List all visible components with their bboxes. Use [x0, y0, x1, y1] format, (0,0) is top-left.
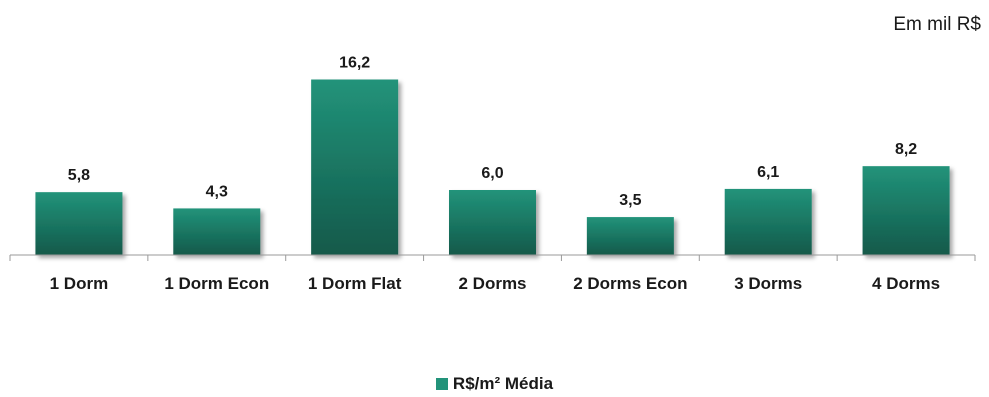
- x-tick-label: 2 Dorms: [458, 274, 526, 293]
- x-tick-label: 3 Dorms: [734, 274, 802, 293]
- data-label: 5,8: [68, 167, 90, 184]
- x-tick-label: 1 Dorm: [50, 274, 109, 293]
- bar: [586, 217, 674, 255]
- x-axis: 1 Dorm 1 Dorm Econ 1 Dorm Flat 2 Dorms 2 Dor…: [9, 254, 976, 293]
- x-tick-label: 1 Dorm Flat: [308, 274, 402, 293]
- unit-note: Em mil R$: [893, 14, 981, 35]
- legend-label: R$/m² Média: [452, 374, 554, 393]
- bars-group: 5,8 4,3 16,2 6,0 3,5 6,1 8,2: [35, 55, 950, 255]
- bar: [862, 166, 950, 255]
- data-label: 8,2: [895, 141, 917, 158]
- x-tick-label: 2 Dorms Econ: [573, 274, 687, 293]
- data-label: 16,2: [339, 55, 370, 72]
- data-label: 6,1: [757, 164, 779, 181]
- data-label: 4,3: [206, 183, 228, 200]
- x-tick-label: 4 Dorms: [872, 274, 940, 293]
- legend-swatch: [435, 378, 448, 390]
- bar: [311, 79, 399, 255]
- bar: [724, 188, 812, 255]
- bar: [173, 208, 261, 255]
- data-label: 3,5: [619, 192, 641, 209]
- data-label: 6,0: [481, 165, 503, 182]
- bar: [449, 190, 536, 255]
- bar: [35, 192, 123, 255]
- x-tick-label: 1 Dorm Econ: [164, 274, 269, 293]
- legend: R$/m² Média: [0, 374, 989, 394]
